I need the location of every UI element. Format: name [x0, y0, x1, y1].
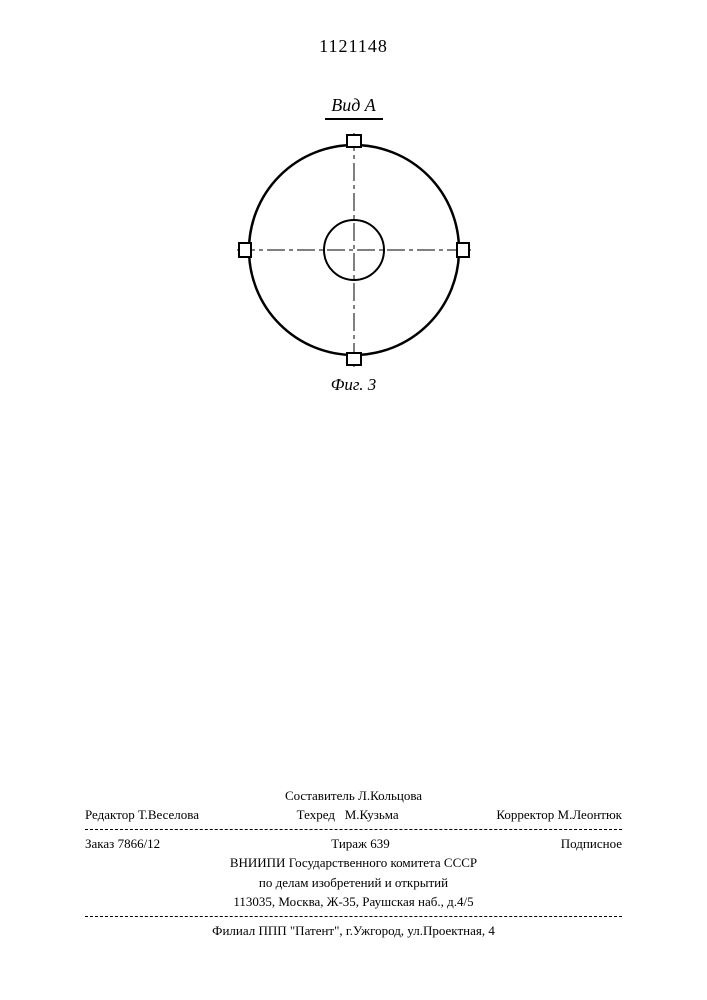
org-line-2: по делам изобретений и открытий [85, 873, 622, 893]
tab-left [239, 243, 251, 257]
editor-name: Т.Веселова [138, 807, 199, 822]
subscription: Подписное [561, 834, 622, 854]
techred-name: М.Кузьма [345, 807, 399, 822]
corrector-label: Корректор [496, 807, 554, 822]
footer-block: Составитель Л.Кольцова Редактор Т.Весело… [85, 786, 622, 941]
order-cell: Заказ 7866/12 [85, 834, 160, 854]
tab-right [457, 243, 469, 257]
order-row: Заказ 7866/12 Тираж 639 Подписное [85, 834, 622, 854]
print-cell: Тираж 639 [331, 834, 390, 854]
org-line-1: ВНИИПИ Государственного комитета СССР [85, 853, 622, 873]
dashed-line-1 [85, 829, 622, 830]
techred-cell: Техред М.Кузьма [297, 805, 399, 825]
corrector-cell: Корректор М.Леонтюк [496, 805, 622, 825]
figure-label: Фиг. 3 [331, 375, 377, 395]
org-line-3: 113035, Москва, Ж-35, Раушская наб., д.4… [85, 892, 622, 912]
print-number: 639 [370, 836, 390, 851]
print-label: Тираж [331, 836, 367, 851]
order-number: 7866/12 [118, 836, 161, 851]
figure-diagram [234, 130, 474, 370]
corrector-name: М.Леонтюк [558, 807, 622, 822]
branch-line: Филиал ППП "Патент", г.Ужгород, ул.Проек… [85, 921, 622, 941]
diagram-container [234, 130, 474, 370]
compiler-label: Составитель [285, 788, 355, 803]
techred-label: Техред [297, 807, 335, 822]
compiler-name: Л.Кольцова [358, 788, 422, 803]
page-number: 1121148 [319, 36, 388, 57]
view-label: Вид А [331, 95, 376, 116]
view-label-underline [325, 118, 383, 120]
editor-cell: Редактор Т.Веселова [85, 805, 199, 825]
tab-bottom [347, 353, 361, 365]
dashed-line-2 [85, 916, 622, 917]
editor-label: Редактор [85, 807, 135, 822]
tab-top [347, 135, 361, 147]
compiler-row: Составитель Л.Кольцова [85, 786, 622, 806]
order-label: Заказ [85, 836, 114, 851]
credits-row: Редактор Т.Веселова Техред М.Кузьма Корр… [85, 805, 622, 825]
